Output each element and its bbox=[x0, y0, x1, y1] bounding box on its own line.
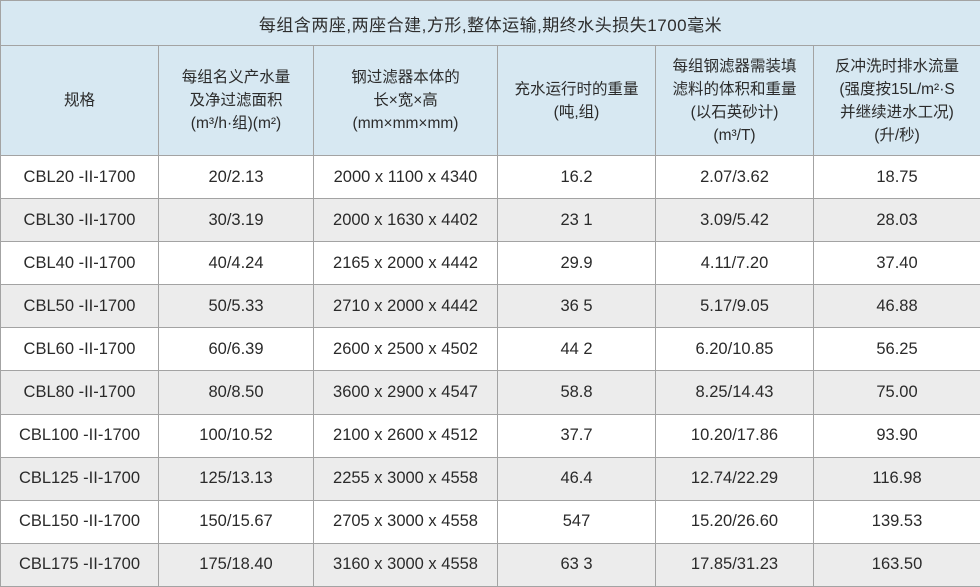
table-cell: 5.17/9.05 bbox=[655, 284, 814, 329]
table-cell: 17.85/31.23 bbox=[655, 542, 814, 587]
table-cell: 60/6.39 bbox=[158, 327, 314, 372]
table-cell: 116.98 bbox=[812, 456, 980, 501]
table-cell: CBL125 -II-1700 bbox=[0, 456, 159, 501]
table-header-row: 规格 每组名义产水量 及净过滤面积 (m³/h·组)(m²) 钢过滤器本体的 长… bbox=[0, 45, 980, 156]
table-cell: 100/10.52 bbox=[158, 413, 314, 458]
table-row: CBL150 -II-1700 150/15.67 2705 x 3000 x 45… bbox=[0, 499, 980, 544]
table-cell: 10.20/17.86 bbox=[655, 413, 814, 458]
table-cell: 15.20/26.60 bbox=[655, 499, 814, 544]
table-row: CBL30 -II-1700 30/3.19 2000 x 1630 x 4402 2… bbox=[0, 198, 980, 243]
table-cell: 56.25 bbox=[812, 327, 980, 372]
table-row: CBL125 -II-1700 125/13.13 2255 x 3000 x 45… bbox=[0, 456, 980, 501]
column-header-output-area: 每组名义产水量 及净过滤面积 (m³/h·组)(m²) bbox=[158, 45, 314, 156]
table-cell: 150/15.67 bbox=[158, 499, 314, 544]
table-cell: 2.07/3.62 bbox=[655, 154, 814, 200]
table-cell: 28.03 bbox=[812, 198, 980, 243]
table-cell: 46.88 bbox=[812, 284, 980, 329]
column-header-media-volume: 每组钢滤器需装填 滤料的体积和重量 (以石英砂计) (m³/T) bbox=[655, 45, 814, 156]
table-cell: 139.53 bbox=[812, 499, 980, 544]
table-cell: 37.7 bbox=[497, 413, 656, 458]
table-cell: 80/8.50 bbox=[158, 370, 314, 415]
table-cell: 2705 x 3000 x 4558 bbox=[313, 499, 498, 544]
table-cell: 40/4.24 bbox=[158, 241, 314, 286]
table-row: CBL80 -II-1700 80/8.50 3600 x 2900 x 4547 5… bbox=[0, 370, 980, 415]
table-cell: 63 3 bbox=[497, 542, 656, 587]
table-cell: CBL100 -II-1700 bbox=[0, 413, 159, 458]
table-cell: 93.90 bbox=[812, 413, 980, 458]
table-cell: 163.50 bbox=[812, 542, 980, 587]
column-header-backwash-flow: 反冲洗时排水流量 (强度按15L/m²·S 并继续进水工况) (升/秒) bbox=[812, 45, 980, 156]
table-cell: 29.9 bbox=[497, 241, 656, 286]
column-header-spec: 规格 bbox=[0, 45, 159, 156]
table-cell: 2255 x 3000 x 4558 bbox=[313, 456, 498, 501]
table-cell: 44 2 bbox=[497, 327, 656, 372]
table-row: CBL20 -II-1700 20/2.13 2000 x 1100 x 4340 1… bbox=[0, 154, 980, 200]
table-row: CBL60 -II-1700 60/6.39 2600 x 2500 x 4502 4… bbox=[0, 327, 980, 372]
table-title: 每组含两座,两座合建,方形,整体运输,期终水头损失1700毫米 bbox=[0, 0, 980, 46]
table-cell: 18.75 bbox=[812, 154, 980, 200]
table-cell: 36 5 bbox=[497, 284, 656, 329]
table-cell: 3.09/5.42 bbox=[655, 198, 814, 243]
table-cell: 46.4 bbox=[497, 456, 656, 501]
table-cell: 547 bbox=[497, 499, 656, 544]
table-cell: 8.25/14.43 bbox=[655, 370, 814, 415]
table-cell: 175/18.40 bbox=[158, 542, 314, 587]
table-cell: 50/5.33 bbox=[158, 284, 314, 329]
table-cell: CBL60 -II-1700 bbox=[0, 327, 159, 372]
table-cell: 75.00 bbox=[812, 370, 980, 415]
table-cell: CBL175 -II-1700 bbox=[0, 542, 159, 587]
table-cell: 2000 x 1630 x 4402 bbox=[313, 198, 498, 243]
table-cell: 37.40 bbox=[812, 241, 980, 286]
table-body: CBL20 -II-1700 20/2.13 2000 x 1100 x 4340 1… bbox=[0, 154, 980, 587]
table-cell: 2165 x 2000 x 4442 bbox=[313, 241, 498, 286]
table-cell: 30/3.19 bbox=[158, 198, 314, 243]
table-cell: 20/2.13 bbox=[158, 154, 314, 200]
table-cell: 125/13.13 bbox=[158, 456, 314, 501]
table-cell: 16.2 bbox=[497, 154, 656, 200]
table-cell: 2000 x 1100 x 4340 bbox=[313, 154, 498, 200]
table-cell: 3600 x 2900 x 4547 bbox=[313, 370, 498, 415]
table-cell: CBL20 -II-1700 bbox=[0, 154, 159, 200]
column-header-dimensions: 钢过滤器本体的 长×宽×高 (mm×mm×mm) bbox=[313, 45, 498, 156]
table-cell: 3160 x 3000 x 4558 bbox=[313, 542, 498, 587]
table-cell: 12.74/22.29 bbox=[655, 456, 814, 501]
table-row: CBL175 -II-1700 175/18.40 3160 x 3000 x 45… bbox=[0, 542, 980, 587]
table-row: CBL40 -II-1700 40/4.24 2165 x 2000 x 4442 2… bbox=[0, 241, 980, 286]
table-cell: CBL50 -II-1700 bbox=[0, 284, 159, 329]
table-cell: 4.11/7.20 bbox=[655, 241, 814, 286]
table-cell: 6.20/10.85 bbox=[655, 327, 814, 372]
table-cell: 58.8 bbox=[497, 370, 656, 415]
table-cell: 2710 x 2000 x 4442 bbox=[313, 284, 498, 329]
table-cell: 23 1 bbox=[497, 198, 656, 243]
table-cell: CBL30 -II-1700 bbox=[0, 198, 159, 243]
table-row: CBL50 -II-1700 50/5.33 2710 x 2000 x 4442 3… bbox=[0, 284, 980, 329]
column-header-weight: 充水运行时的重量 (吨,组) bbox=[497, 45, 656, 156]
table-cell: CBL40 -II-1700 bbox=[0, 241, 159, 286]
table-cell: 2100 x 2600 x 4512 bbox=[313, 413, 498, 458]
table-cell: 2600 x 2500 x 4502 bbox=[313, 327, 498, 372]
table-cell: CBL150 -II-1700 bbox=[0, 499, 159, 544]
table-row: CBL100 -II-1700 100/10.52 2100 x 2600 x 45… bbox=[0, 413, 980, 458]
table-title-row: 每组含两座,两座合建,方形,整体运输,期终水头损失1700毫米 bbox=[0, 0, 980, 46]
table-cell: CBL80 -II-1700 bbox=[0, 370, 159, 415]
